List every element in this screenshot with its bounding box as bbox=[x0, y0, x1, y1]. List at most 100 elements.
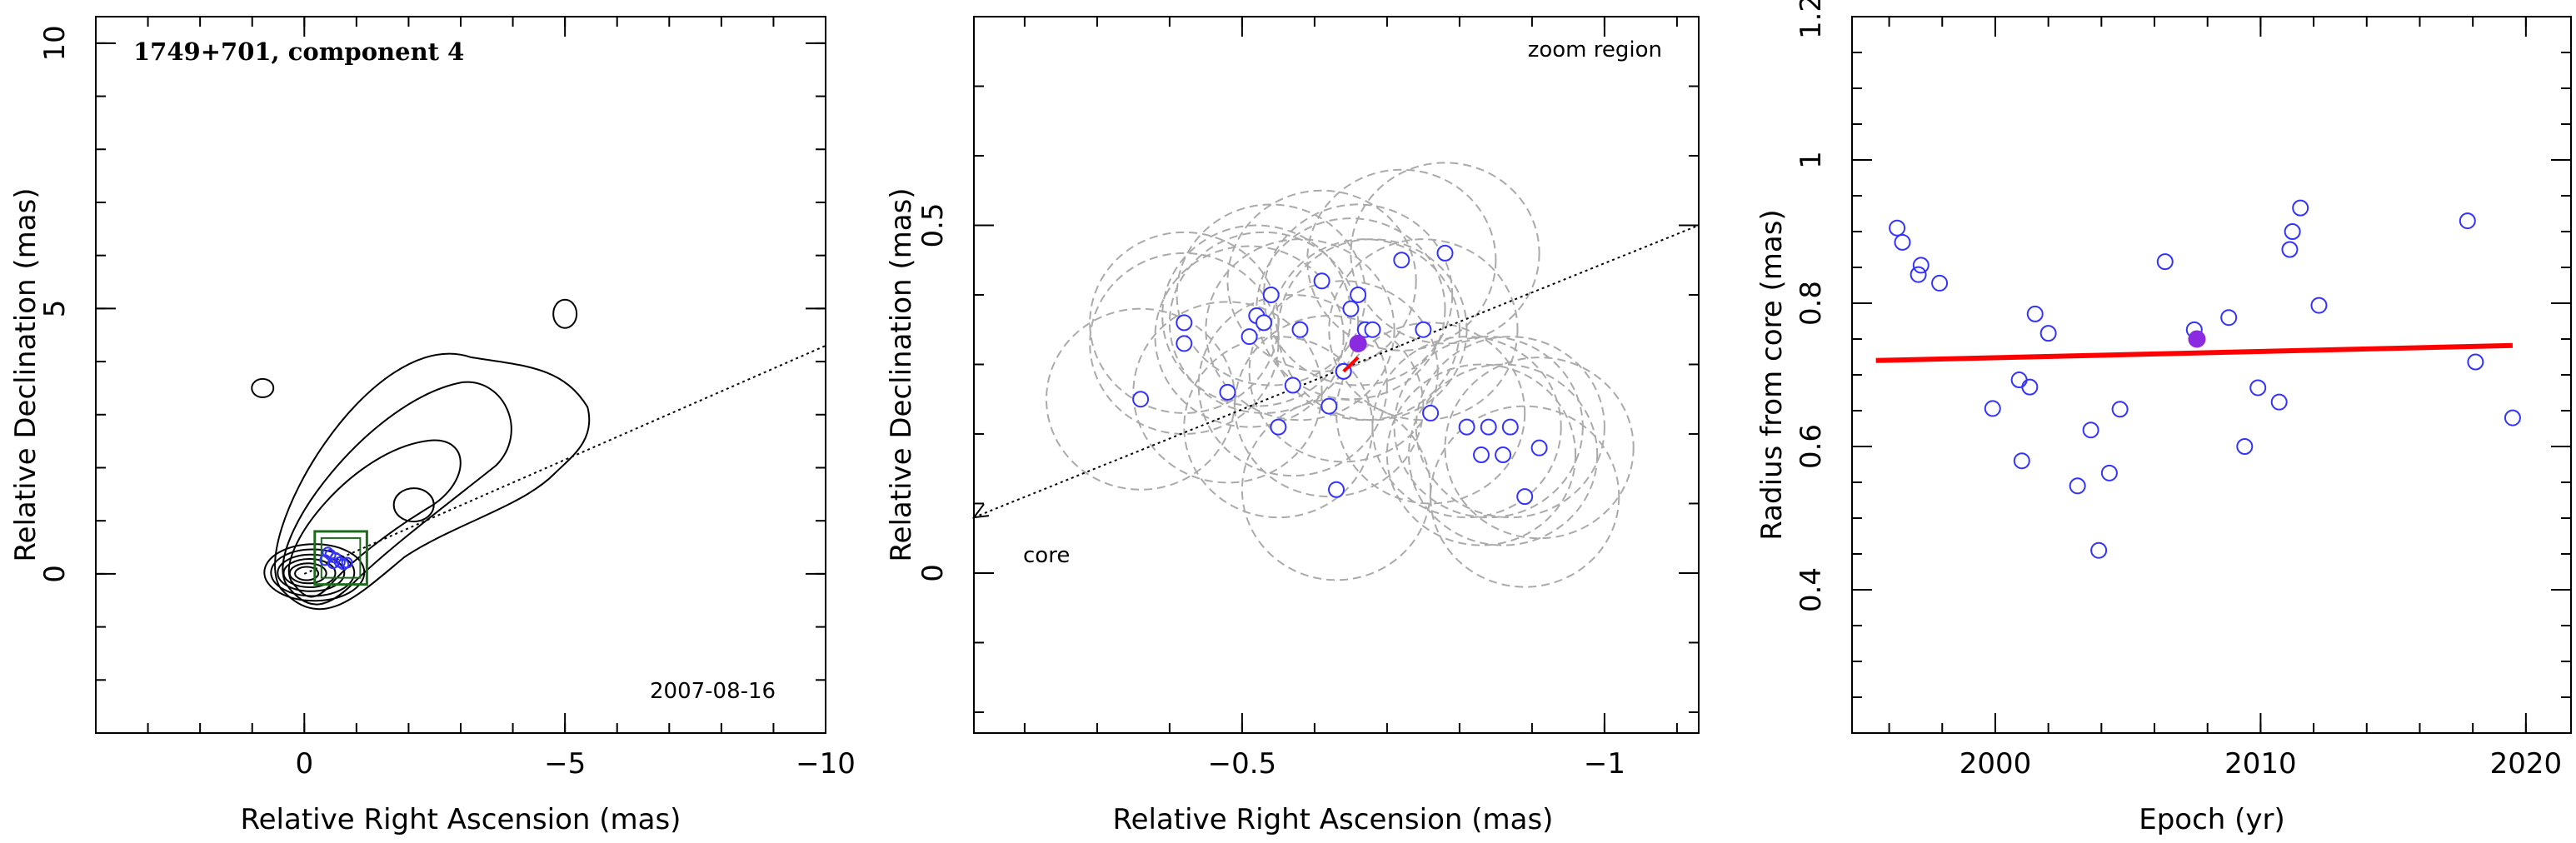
p3-y-tick-label: 0.6 bbox=[1795, 424, 1828, 469]
p2-uncertainty-circle bbox=[1256, 217, 1446, 401]
p3-epoch-point bbox=[2039, 325, 2057, 342]
p2-uncertainty-circle bbox=[1430, 405, 1620, 588]
p1-contour bbox=[282, 558, 337, 589]
p3-epoch-point bbox=[2220, 309, 2238, 327]
p3-x-tick-label: 2020 bbox=[2490, 747, 2563, 781]
p3-epoch-point bbox=[2236, 438, 2254, 455]
p1-contour bbox=[392, 487, 435, 523]
p1-contour bbox=[277, 553, 346, 592]
p3-epoch-point bbox=[2310, 297, 2328, 314]
p1-y-tick-label: 5 bbox=[38, 300, 72, 318]
p3-y-tick-label: 0.4 bbox=[1795, 567, 1828, 612]
p2-position-point bbox=[1219, 383, 1236, 401]
p3-epoch-point bbox=[1984, 400, 2001, 417]
p3-highlight-point bbox=[2188, 330, 2206, 348]
p2-uncertainty-circle bbox=[1306, 168, 1497, 352]
p3-plot-frame bbox=[1851, 16, 2572, 734]
p3-ylabel: Radius from core (mas) bbox=[1755, 209, 1789, 540]
p2-uncertainty-circle bbox=[1415, 336, 1605, 519]
p2-xlabel: Relative Right Ascension (mas) bbox=[1113, 803, 1554, 836]
p2-position-point bbox=[1270, 418, 1287, 436]
p2-uncertainty-circle bbox=[1263, 203, 1454, 387]
p3-epoch-point bbox=[2281, 241, 2299, 258]
p2-uncertainty-circle bbox=[1226, 189, 1417, 372]
p1-xlabel: Relative Right Ascension (mas) bbox=[241, 803, 681, 836]
p1-date: 2007-08-16 bbox=[650, 679, 776, 704]
p1-component-point bbox=[322, 546, 334, 559]
p3-epoch-point bbox=[2100, 464, 2118, 481]
p3-epoch-point bbox=[2459, 212, 2476, 230]
p2-position-point bbox=[1501, 418, 1519, 436]
p3-epoch-point bbox=[1912, 257, 1930, 274]
p3-epoch-point bbox=[2249, 379, 2267, 397]
p3-fit-line bbox=[1875, 342, 2514, 363]
p2-position-point bbox=[1422, 404, 1440, 422]
p2-position-point bbox=[1530, 439, 1548, 456]
p2-uncertainty-circle bbox=[1089, 252, 1280, 435]
panel-1: 0 −5 −10 0 5 10 1749+701, component 4 2007-08… bbox=[9, 16, 856, 836]
p3-epoch-point bbox=[2111, 401, 2129, 418]
p2-position-point bbox=[1291, 321, 1309, 338]
p1-x-tick-label: −10 bbox=[796, 747, 856, 781]
p2-position-point bbox=[1313, 272, 1330, 290]
p1-contour bbox=[282, 381, 512, 606]
p3-y-tick-label: 0.8 bbox=[1795, 281, 1828, 326]
p2-y-tick-label: 0 bbox=[916, 564, 950, 582]
p1-zoom-box bbox=[313, 530, 368, 586]
p1-y-tick-label: 10 bbox=[38, 25, 72, 61]
p2-x-tick-label: −0.5 bbox=[1208, 747, 1277, 781]
p2-position-point bbox=[1473, 446, 1490, 464]
p3-epoch-point bbox=[2069, 477, 2086, 495]
p3-epoch-point bbox=[2467, 353, 2484, 371]
p3-x-tick-label: 2000 bbox=[1959, 747, 2032, 781]
p2-uncertainty-circle bbox=[1168, 231, 1360, 414]
p2-uncertainty-circle bbox=[1328, 238, 1519, 422]
p1-plot-frame bbox=[95, 16, 826, 734]
p3-epoch-point bbox=[2010, 372, 2028, 389]
panel-3: 2000 2010 2020 0.4 0.6 0.8 1 1.2 Epoch (yr) Rad… bbox=[1755, 0, 2572, 836]
p2-x-tick-label: −1 bbox=[1584, 747, 1625, 781]
p2-position-point bbox=[1436, 244, 1454, 262]
p1-title: 1749+701, component 4 bbox=[133, 37, 464, 66]
p1-contour bbox=[288, 439, 462, 598]
p1-plot-content bbox=[251, 298, 826, 611]
p3-xlabel: Epoch (yr) bbox=[2139, 803, 2285, 836]
p1-component-point bbox=[327, 557, 339, 570]
p2-ticks: −0.5 −1 0 0.5 bbox=[916, 16, 1699, 781]
p2-highlight-point bbox=[1349, 334, 1367, 352]
p3-epoch-point bbox=[2026, 305, 2044, 322]
p3-epoch-point bbox=[1889, 219, 1906, 237]
p2-motion-vector bbox=[1342, 356, 1360, 373]
p2-plot-frame bbox=[973, 16, 1700, 734]
p3-epoch-point bbox=[2013, 452, 2030, 470]
p2-position-point bbox=[1256, 314, 1272, 332]
p3-epoch-point bbox=[2270, 393, 2288, 411]
p2-position-point bbox=[1262, 286, 1280, 303]
p1-contour bbox=[288, 562, 327, 585]
p3-epoch-point bbox=[1931, 274, 1949, 292]
p2-position-point bbox=[1393, 252, 1410, 269]
p2-position-point bbox=[1176, 314, 1193, 332]
p2-position-point bbox=[1458, 418, 1475, 436]
p2-uncertainty-circle bbox=[1408, 363, 1599, 546]
p3-epoch-point bbox=[1894, 233, 1911, 251]
p2-position-point bbox=[1284, 377, 1301, 394]
p2-y-tick-label: 0.5 bbox=[916, 202, 950, 247]
p2-uncertainty-circle bbox=[1132, 301, 1323, 484]
p1-contour bbox=[270, 548, 356, 597]
p2-position-point bbox=[1364, 321, 1381, 338]
p2-uncertainty-circle bbox=[1393, 336, 1584, 519]
p2-position-point bbox=[1415, 321, 1432, 338]
p2-plot-content bbox=[971, 162, 1700, 588]
p3-ticks: 2000 2010 2020 0.4 0.6 0.8 1 1.2 bbox=[1795, 0, 2571, 781]
p2-uncertainty-circle bbox=[1371, 336, 1562, 519]
p2-position-point bbox=[1320, 397, 1338, 415]
p2-uncertainty-circle bbox=[1205, 238, 1395, 422]
p3-y-tick-label: 1.2 bbox=[1795, 0, 1828, 39]
p3-y-tick-label: 1 bbox=[1795, 151, 1828, 169]
p3-epoch-point bbox=[2284, 223, 2301, 240]
p1-component-point bbox=[341, 556, 353, 569]
p2-core-annotation: core bbox=[1023, 543, 1070, 568]
p2-position-point bbox=[1132, 391, 1150, 408]
